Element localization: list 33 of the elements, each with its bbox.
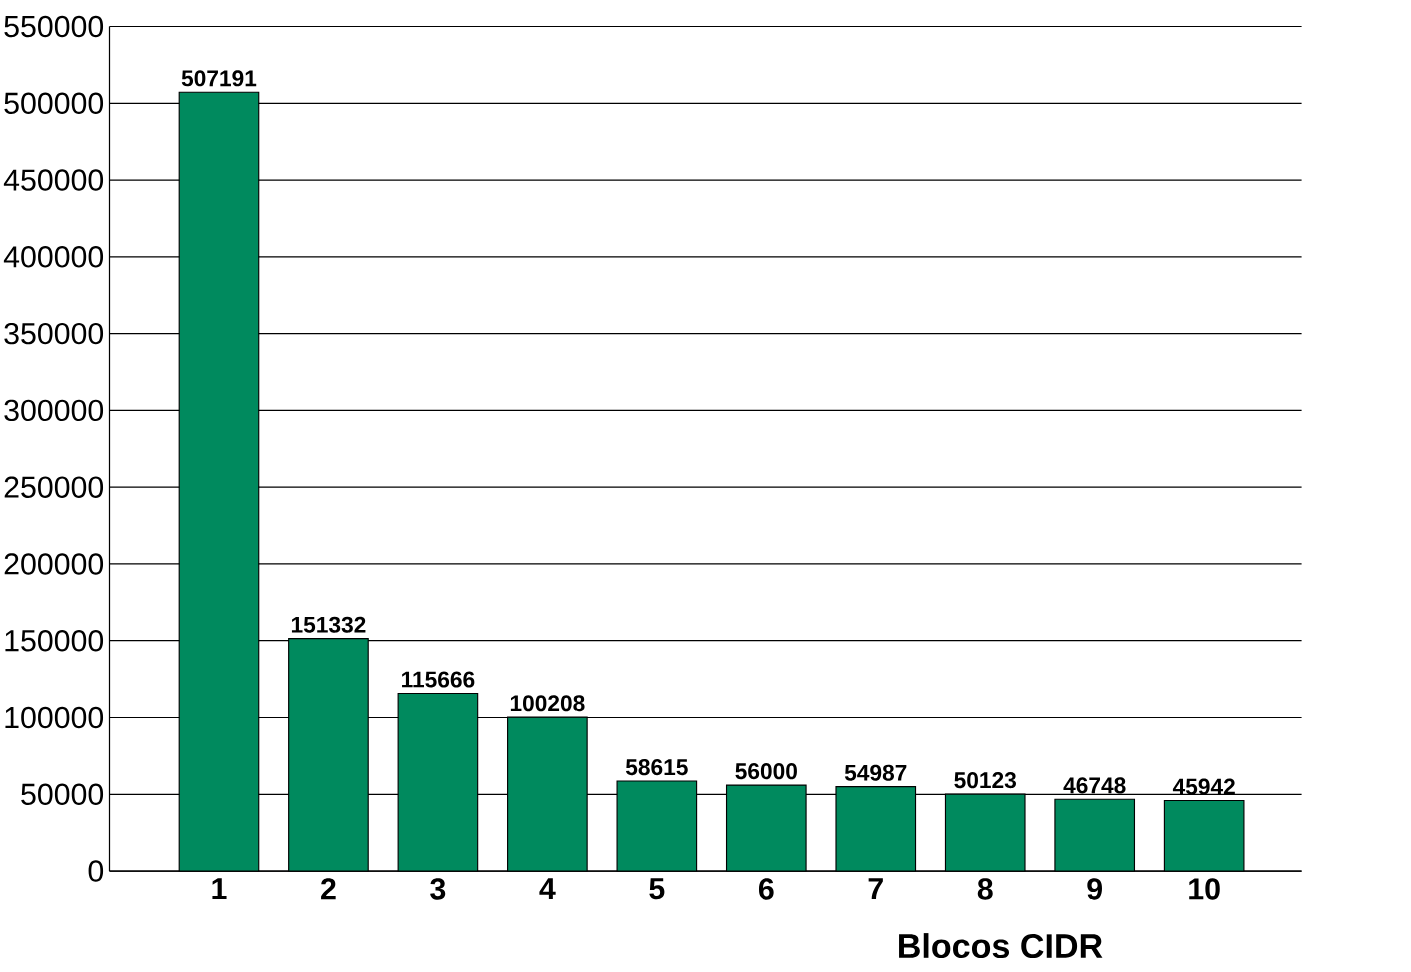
x-tick-label: 10	[1189, 878, 1220, 900]
y-tick-label: 350000	[4, 322, 104, 345]
y-tick-label: 250000	[4, 476, 104, 498]
y-tick-label: 100000	[5, 706, 104, 729]
x-tick-label: 3	[430, 878, 446, 900]
x-tick-label: 1	[212, 878, 227, 899]
data-label: 56000	[735, 762, 797, 780]
y-tick-label: 550000	[4, 15, 104, 38]
x-tick-label: 7	[868, 878, 883, 899]
y-tick-label: 500000	[4, 92, 104, 114]
data-label: 151332	[291, 616, 366, 633]
x-tick-label: 9	[1087, 878, 1102, 900]
data-label: 507191	[181, 70, 257, 87]
data-label: 58615	[625, 758, 688, 775]
y-tick-label: 450000	[3, 169, 104, 191]
x-tick-label: 5	[649, 878, 665, 900]
x-axis-title: Blocos CIDR	[899, 932, 1103, 958]
data-label: 54987	[844, 764, 907, 781]
data-label: 100208	[510, 695, 585, 712]
y-tick-label: 50000	[21, 783, 104, 805]
y-tick-label: 150000	[5, 629, 104, 652]
y-tick-label: 0	[88, 860, 104, 882]
data-label: 45942	[1172, 778, 1235, 795]
x-tick-label: 2	[321, 878, 336, 900]
data-label: 46748	[1063, 777, 1126, 794]
data-label: 50123	[954, 771, 1016, 789]
x-tick-label: 8	[977, 878, 993, 900]
x-tick-label: 4	[539, 878, 556, 899]
y-tick-label: 400000	[3, 245, 104, 268]
y-tick-label: 200000	[4, 553, 104, 575]
x-tick-label: 6	[758, 878, 774, 900]
data-label: 115666	[402, 671, 475, 688]
y-tick-label: 300000	[4, 399, 104, 421]
